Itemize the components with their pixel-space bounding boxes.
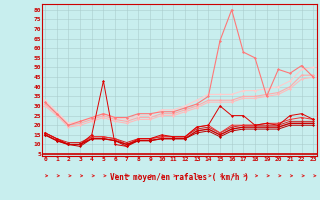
X-axis label: Vent moyen/en rafales ( km/h ): Vent moyen/en rafales ( km/h ) bbox=[110, 173, 249, 182]
